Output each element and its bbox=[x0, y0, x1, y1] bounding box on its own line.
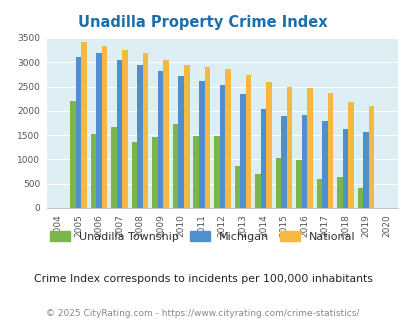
Bar bbox=[234, 166, 239, 208]
Bar bbox=[143, 53, 148, 208]
Bar bbox=[213, 136, 219, 208]
Bar bbox=[275, 158, 280, 208]
Bar bbox=[204, 67, 209, 208]
Bar bbox=[254, 174, 260, 208]
Bar bbox=[322, 121, 327, 208]
Bar bbox=[347, 102, 353, 208]
Text: Unadilla Property Crime Index: Unadilla Property Crime Index bbox=[78, 15, 327, 30]
Bar bbox=[183, 65, 189, 208]
Bar bbox=[295, 160, 301, 208]
Bar bbox=[357, 188, 362, 208]
Bar bbox=[239, 94, 245, 208]
Bar bbox=[132, 142, 137, 208]
Bar bbox=[173, 124, 178, 208]
Bar bbox=[301, 115, 307, 208]
Bar bbox=[316, 179, 322, 208]
Bar bbox=[76, 57, 81, 208]
Bar bbox=[163, 60, 168, 208]
Bar bbox=[117, 60, 122, 208]
Text: Crime Index corresponds to incidents per 100,000 inhabitants: Crime Index corresponds to incidents per… bbox=[34, 274, 371, 284]
Bar bbox=[193, 136, 198, 208]
Bar bbox=[337, 177, 342, 208]
Bar bbox=[102, 46, 107, 208]
Bar bbox=[81, 42, 87, 208]
Bar bbox=[342, 129, 347, 208]
Bar bbox=[152, 137, 158, 208]
Bar bbox=[265, 82, 271, 208]
Bar bbox=[368, 106, 373, 208]
Bar bbox=[96, 52, 102, 208]
Bar bbox=[219, 84, 224, 208]
Bar bbox=[137, 65, 143, 208]
Bar bbox=[158, 71, 163, 208]
Bar bbox=[245, 75, 251, 208]
Bar bbox=[307, 88, 312, 208]
Bar bbox=[178, 76, 183, 208]
Bar bbox=[198, 81, 204, 208]
Bar bbox=[111, 127, 117, 208]
Text: © 2025 CityRating.com - https://www.cityrating.com/crime-statistics/: © 2025 CityRating.com - https://www.city… bbox=[46, 309, 359, 318]
Bar bbox=[70, 101, 76, 208]
Bar bbox=[91, 134, 96, 208]
Bar bbox=[260, 109, 265, 208]
Bar bbox=[122, 50, 128, 208]
Bar bbox=[327, 93, 333, 208]
Bar bbox=[224, 69, 230, 208]
Bar bbox=[362, 132, 368, 208]
Bar bbox=[286, 87, 292, 208]
Bar bbox=[280, 116, 286, 208]
Legend: Unadilla Township, Michigan, National: Unadilla Township, Michigan, National bbox=[46, 227, 359, 246]
